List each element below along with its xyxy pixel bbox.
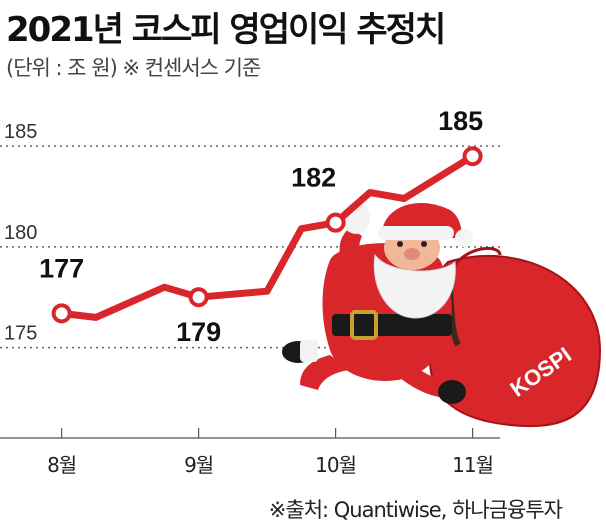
x-tick-label: 10월 xyxy=(315,453,356,477)
data-point xyxy=(188,287,209,308)
santa-illustration: KOSPI xyxy=(282,202,602,428)
y-tick-label: 185 xyxy=(4,121,37,143)
y-tick-label: 175 xyxy=(4,323,37,345)
x-tick-label: 11월 xyxy=(452,453,493,477)
x-tick-label: 8월 xyxy=(47,453,76,477)
series-layer xyxy=(58,152,477,321)
source-note: ※출처: Quantiwise, 하나금융투자 xyxy=(268,498,563,522)
labels-layer: 177 179 182 185 xyxy=(39,106,483,347)
x-axis: 8월 9월 10월 11월 xyxy=(0,428,500,477)
data-label: 185 xyxy=(438,106,483,136)
series-line xyxy=(58,152,477,321)
grid-layer: 175 180 185 xyxy=(0,121,500,349)
page-title: 2021년 코스피 영업이익 추정치 xyxy=(6,10,446,50)
data-point xyxy=(325,212,346,233)
unit-note: (단위 : 조 원) ※ 컨센서스 기준 xyxy=(6,56,261,80)
x-tick-label: 9월 xyxy=(184,453,213,477)
data-point xyxy=(462,146,483,167)
points-layer xyxy=(51,146,483,324)
data-label: 179 xyxy=(176,317,221,347)
data-point xyxy=(51,303,72,324)
y-tick-label: 180 xyxy=(4,222,37,244)
data-label: 182 xyxy=(291,163,336,193)
data-label: 177 xyxy=(39,253,84,283)
